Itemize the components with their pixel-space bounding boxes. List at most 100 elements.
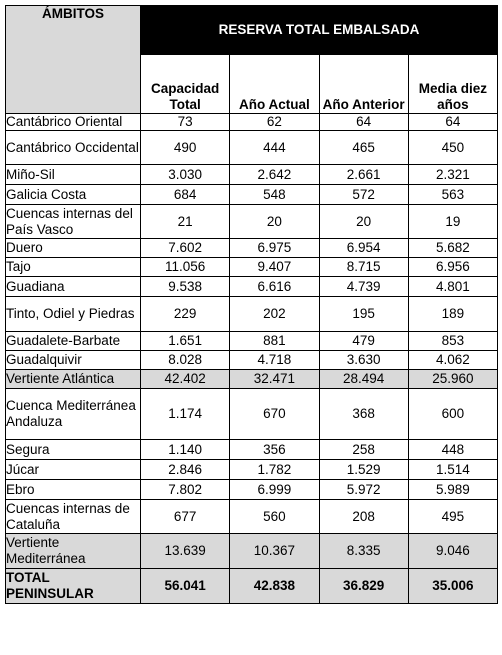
table-cell: 2.846 [139,459,231,480]
table-cell: 208 [318,499,409,534]
row-label: Júcar [5,459,141,480]
table-cell: 19 [407,204,499,239]
table-cell: 6.954 [318,238,409,258]
table-row: Guadiana 9.538 6.616 4.739 4.801 [5,276,499,297]
table-cell: 28.494 [318,369,409,389]
table-cell: 2.321 [407,164,499,185]
table-row: Vertiente Mediterránea 13.639 10.367 8.335 9… [5,533,499,569]
reserva-table: ÁMBITOS RESERVA TOTAL EMBALSADA Capacida… [5,5,499,604]
table-cell: 2.661 [318,164,409,185]
table-cell: 35.006 [407,568,499,604]
table-cell: 195 [318,296,409,332]
row-label: Cuencas internas del País Vasco [5,204,141,239]
table-cell: 64 [407,113,499,131]
table-cell: 9.046 [407,533,499,569]
row-label: Segura [5,439,141,460]
table-cell: 2.642 [229,164,320,185]
table-row: Guadalete-Barbate 1.651 881 479 853 [5,331,499,351]
column-header-ano-actual: Año Actual [229,54,320,114]
table-cell: 1.529 [318,459,409,480]
table-cell: 368 [318,388,409,440]
table-body: Cantábrico Oriental 73 62 64 64 Cantábrico Oc… [5,113,499,604]
row-label: Cuencas internas de Cataluña [5,499,141,534]
table-cell: 5.972 [318,479,409,500]
table-row: Tajo 11.056 9.407 8.715 6.956 [5,257,499,277]
table-cell: 4.739 [318,276,409,297]
table-cell: 8.335 [318,533,409,569]
table-cell: 6.956 [407,257,499,277]
table-cell: 1.174 [139,388,231,440]
table-cell: 5.989 [407,479,499,500]
table-cell: 356 [229,439,320,460]
table-cell: 3.030 [139,164,231,185]
table-row: Ebro 7.802 6.999 5.972 5.989 [5,479,499,500]
table-cell: 1.140 [139,439,231,460]
row-label: Tinto, Odiel y Piedras [5,296,141,332]
row-label: Miño-Sil [5,164,141,185]
table-cell: 563 [407,184,499,205]
table-cell: 202 [229,296,320,332]
table-cell: 7.802 [139,479,231,500]
table-row: TOTAL PENINSULAR 56.041 42.838 36.829 35.006 [5,568,499,604]
column-header-capacidad: Capacidad Total [139,54,231,114]
column-header-media: Media diez años [407,54,499,114]
table-row: Galicia Costa 684 548 572 563 [5,184,499,205]
table-cell: 73 [139,113,231,131]
table-row: Segura 1.140 356 258 448 [5,439,499,460]
table-cell: 4.062 [407,350,499,370]
reserva-total-header: RESERVA TOTAL EMBALSADA [139,5,499,55]
table-cell: 600 [407,388,499,440]
row-label: Vertiente Atlántica [5,369,141,389]
ambitos-header: ÁMBITOS [5,5,141,114]
row-label: Cantábrico Oriental [5,113,141,131]
table-cell: 36.829 [318,568,409,604]
table-cell: 684 [139,184,231,205]
row-label: Tajo [5,257,141,277]
table-cell: 1.514 [407,459,499,480]
table-cell: 8.715 [318,257,409,277]
table-row: Cuencas internas del País Vasco 21 20 20 19 [5,204,499,239]
table-cell: 4.801 [407,276,499,297]
row-label: Vertiente Mediterránea [5,533,141,569]
table-cell: 13.639 [139,533,231,569]
table-cell: 490 [139,130,231,165]
row-label: Galicia Costa [5,184,141,205]
table-row: Vertiente Atlántica 42.402 32.471 28.494 25.… [5,369,499,389]
table-cell: 670 [229,388,320,440]
table-cell: 25.960 [407,369,499,389]
table-cell: 444 [229,130,320,165]
table-cell: 572 [318,184,409,205]
row-label: Guadiana [5,276,141,297]
table-cell: 1.782 [229,459,320,480]
table-row: Cantábrico Occidental 490 444 465 450 [5,130,499,165]
table-row: Júcar 2.846 1.782 1.529 1.514 [5,459,499,480]
row-label: Cuenca Mediterránea Andaluza [5,388,141,440]
table-row: Cuenca Mediterránea Andaluza 1.174 670 368 6… [5,388,499,440]
table-cell: 7.602 [139,238,231,258]
table-cell: 11.056 [139,257,231,277]
table-row: Cantábrico Oriental 73 62 64 64 [5,113,499,131]
table-row: Miño-Sil 3.030 2.642 2.661 2.321 [5,164,499,185]
table-cell: 465 [318,130,409,165]
table-cell: 881 [229,331,320,351]
table-cell: 3.630 [318,350,409,370]
table-cell: 495 [407,499,499,534]
table-cell: 62 [229,113,320,131]
table-cell: 548 [229,184,320,205]
table-cell: 8.028 [139,350,231,370]
table-cell: 1.651 [139,331,231,351]
row-label: Guadalquivir [5,350,141,370]
table-cell: 42.838 [229,568,320,604]
row-label: TOTAL PENINSULAR [5,568,141,604]
table-cell: 32.471 [229,369,320,389]
table-cell: 21 [139,204,231,239]
row-label: Duero [5,238,141,258]
table-cell: 4.718 [229,350,320,370]
table-cell: 5.682 [407,238,499,258]
table-cell: 189 [407,296,499,332]
table-cell: 9.407 [229,257,320,277]
table-row: Guadalquivir 8.028 4.718 3.630 4.062 [5,350,499,370]
table-cell: 42.402 [139,369,231,389]
table-cell: 560 [229,499,320,534]
row-label: Ebro [5,479,141,500]
